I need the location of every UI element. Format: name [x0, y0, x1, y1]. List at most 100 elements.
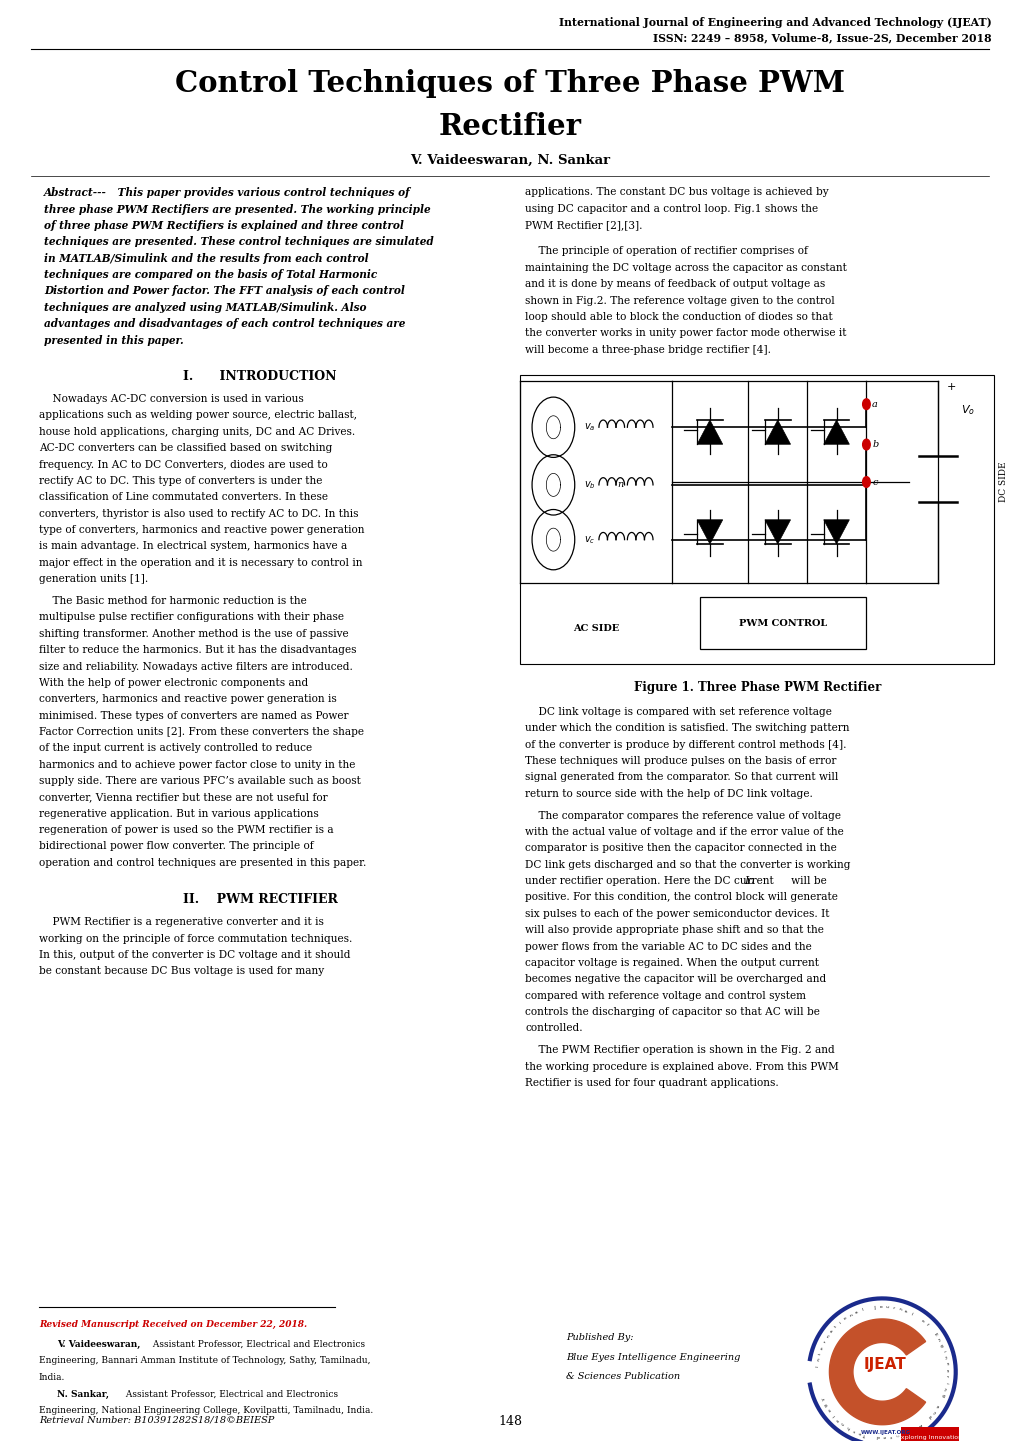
Polygon shape: [823, 421, 849, 444]
Text: The PWM Rectifier operation is shown in the Fig. 2 and: The PWM Rectifier operation is shown in …: [525, 1046, 835, 1055]
Text: Retrieval Number: B10391282S18/18©BEIESP: Retrieval Number: B10391282S18/18©BEIESP: [39, 1415, 274, 1424]
Text: and it is done by means of feedback of output voltage as: and it is done by means of feedback of o…: [525, 280, 824, 290]
Text: of the input current is actively controlled to reduce: of the input current is actively control…: [39, 744, 312, 754]
Text: V. Vaideeswaran,: V. Vaideeswaran,: [57, 1340, 141, 1349]
Text: Control Techniques of Three Phase PWM: Control Techniques of Three Phase PWM: [175, 69, 844, 98]
Text: be constant because DC Bus voltage is used for many: be constant because DC Bus voltage is us…: [39, 967, 324, 977]
Text: PWM CONTROL: PWM CONTROL: [739, 618, 826, 628]
Text: With the help of power electronic components and: With the help of power electronic compon…: [39, 677, 308, 687]
Text: This paper provides various control techniques of: This paper provides various control tech…: [114, 187, 409, 199]
Text: positive. For this condition, the control block will generate: positive. For this condition, the contro…: [525, 892, 838, 902]
Text: g: g: [823, 1402, 828, 1406]
Text: advantages and disadvantages of each control techniques are: advantages and disadvantages of each con…: [44, 318, 405, 329]
Text: The Basic method for harmonic reduction is the: The Basic method for harmonic reduction …: [39, 597, 307, 607]
Text: II.    PWM RECTIFIER: II. PWM RECTIFIER: [182, 893, 337, 906]
FancyBboxPatch shape: [520, 376, 994, 664]
Text: International Journal of Engineering and Advanced Technology (IJEAT): International Journal of Engineering and…: [558, 17, 990, 27]
Text: controlled.: controlled.: [525, 1023, 582, 1033]
Text: c: c: [871, 477, 876, 487]
Text: 148: 148: [497, 1415, 522, 1428]
Circle shape: [862, 399, 869, 409]
Text: Abstract---: Abstract---: [44, 187, 107, 199]
Text: d: d: [926, 1414, 931, 1418]
Bar: [900, 1427, 959, 1441]
Text: n: n: [930, 1409, 935, 1414]
Text: minimised. These types of converters are named as Power: minimised. These types of converters are…: [39, 710, 347, 720]
Text: I: I: [815, 1366, 819, 1368]
Text: DC SIDE: DC SIDE: [999, 461, 1008, 503]
Circle shape: [862, 440, 869, 450]
Text: DC link gets discharged and so that the converter is working: DC link gets discharged and so that the …: [525, 860, 850, 870]
Text: g: g: [938, 1343, 943, 1347]
Text: n: n: [935, 1337, 940, 1342]
Text: Exploring Innovation: Exploring Innovation: [897, 1435, 962, 1441]
Text: l: l: [860, 1308, 863, 1313]
Text: of the converter is produce by different control methods [4].: of the converter is produce by different…: [525, 739, 846, 749]
Text: o: o: [827, 1408, 832, 1412]
Text: a: a: [871, 399, 877, 409]
Text: The principle of operation of rectifier comprises of: The principle of operation of rectifier …: [525, 246, 807, 256]
Text: a: a: [933, 1404, 938, 1408]
Text: Engineering, National Engineering College, Kovilpatti, Tamilnadu, India.: Engineering, National Engineering Colleg…: [39, 1406, 373, 1415]
Text: PWM Rectifier [2],[3].: PWM Rectifier [2],[3].: [525, 220, 642, 231]
Text: g: g: [940, 1392, 945, 1396]
Text: ISSN: 2249 – 8958, Volume-8, Issue-2S, December 2018: ISSN: 2249 – 8958, Volume-8, Issue-2S, D…: [652, 32, 990, 43]
Text: n: n: [942, 1386, 946, 1391]
Text: Assistant Professor, Electrical and Electronics: Assistant Professor, Electrical and Elec…: [123, 1391, 338, 1399]
Text: rectify AC to DC. This type of converters is under the: rectify AC to DC. This type of converter…: [39, 476, 322, 486]
Text: operation and control techniques are presented in this paper.: operation and control techniques are pre…: [39, 857, 366, 867]
Text: techniques are compared on the basis of Total Harmonic: techniques are compared on the basis of …: [44, 269, 377, 280]
Text: These techniques will produce pulses on the basis of error: These techniques will produce pulses on …: [525, 757, 836, 765]
Text: compared with reference voltage and control system: compared with reference voltage and cont…: [525, 990, 805, 1000]
Text: maintaining the DC voltage across the capacitor as constant: maintaining the DC voltage across the ca…: [525, 262, 847, 272]
Text: AC SIDE: AC SIDE: [573, 624, 619, 634]
Text: PWM Rectifier is a regenerative converter and it is: PWM Rectifier is a regenerative converte…: [39, 918, 323, 928]
Text: n: n: [943, 1356, 947, 1359]
Text: Revised Manuscript Received on December 22, 2018.: Revised Manuscript Received on December …: [39, 1320, 307, 1329]
Text: r: r: [892, 1306, 894, 1310]
Text: classification of Line commutated converters. In these: classification of Line commutated conver…: [39, 493, 327, 503]
Text: loop should able to block the conduction of diodes so that: loop should able to block the conduction…: [525, 311, 833, 321]
Text: using DC capacitor and a control loop. Fig.1 shows the: using DC capacitor and a control loop. F…: [525, 203, 817, 213]
Text: comparator is positive then the capacitor connected in the: comparator is positive then the capacito…: [525, 843, 837, 853]
Text: I.      INTRODUCTION: I. INTRODUCTION: [183, 370, 336, 383]
Text: i: i: [838, 1320, 842, 1324]
Text: o: o: [843, 1316, 847, 1321]
Text: a: a: [854, 1310, 858, 1314]
Text: with the actual value of voltage and if the error value of the: with the actual value of voltage and if …: [525, 827, 844, 837]
Polygon shape: [828, 1319, 924, 1425]
Text: e: e: [882, 1434, 886, 1438]
Text: power flows from the variable AC to DC sides and the: power flows from the variable AC to DC s…: [525, 941, 811, 951]
Text: d: d: [876, 1434, 879, 1438]
Text: the working procedure is explained above. From this PWM: the working procedure is explained above…: [525, 1062, 839, 1072]
Text: converters, thyristor is also used to rectify AC to DC. In this: converters, thyristor is also used to re…: [39, 509, 358, 519]
Text: n: n: [816, 1359, 820, 1362]
Text: harmonics and to achieve power factor close to unity in the: harmonics and to achieve power factor cl…: [39, 759, 355, 769]
Text: is main advantage. In electrical system, harmonics have a: is main advantage. In electrical system,…: [39, 542, 346, 552]
Text: shifting transformer. Another method is the use of passive: shifting transformer. Another method is …: [39, 628, 348, 638]
Text: r: r: [822, 1340, 826, 1344]
Text: N. Sankar,: N. Sankar,: [57, 1391, 109, 1399]
Text: f: f: [924, 1323, 928, 1327]
Text: V. Vaideeswaran, N. Sankar: V. Vaideeswaran, N. Sankar: [410, 154, 609, 167]
Text: bidirectional power flow converter. The principle of: bidirectional power flow converter. The …: [39, 842, 313, 852]
Text: E: E: [931, 1333, 936, 1337]
Text: Figure 1. Three Phase PWM Rectifier: Figure 1. Three Phase PWM Rectifier: [633, 682, 880, 695]
Text: converter, Vienna rectifier but these are not useful for: converter, Vienna rectifier but these ar…: [39, 793, 327, 803]
Text: n: n: [616, 480, 623, 490]
Text: a: a: [828, 1329, 834, 1334]
Text: IJEAT: IJEAT: [863, 1357, 906, 1372]
Text: the converter works in unity power factor mode otherwise it: the converter works in unity power facto…: [525, 329, 846, 339]
Text: under which the condition is satisfied. The switching pattern: under which the condition is satisfied. …: [525, 723, 849, 733]
Text: six pulses to each of the power semiconductor devices. It: six pulses to each of the power semicond…: [525, 909, 829, 919]
Text: In this, output of the converter is DC voltage and it should: In this, output of the converter is DC v…: [39, 950, 350, 960]
Text: y: y: [820, 1398, 825, 1401]
Text: controls the discharging of capacitor so that AC will be: controls the discharging of capacitor so…: [525, 1007, 819, 1017]
Text: Blue Eyes Intelligence Engineering: Blue Eyes Intelligence Engineering: [566, 1353, 740, 1362]
Text: $v_b$: $v_b$: [584, 478, 595, 491]
Text: Io: Io: [744, 876, 754, 886]
Text: l: l: [832, 1414, 836, 1417]
Text: three phase PWM Rectifiers are presented. The working principle: three phase PWM Rectifiers are presented…: [44, 203, 430, 215]
Text: c: c: [851, 1428, 855, 1432]
Text: frequency. In AC to DC Converters, diodes are used to: frequency. In AC to DC Converters, diode…: [39, 460, 327, 470]
